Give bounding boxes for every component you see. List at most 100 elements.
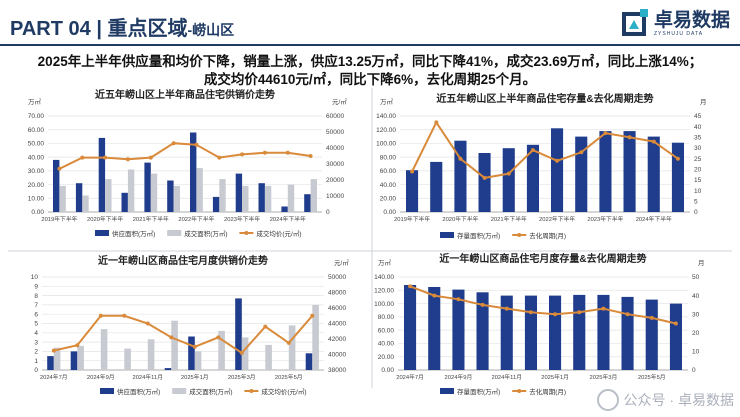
brand-logo: 卓易数据 ZYSHUJU DATA [620, 6, 730, 42]
chart1-bar-secondary [150, 173, 158, 212]
chart2-line-point [603, 131, 608, 136]
chart2-bar-primary [575, 136, 588, 212]
chart4-line-point [456, 297, 461, 302]
chart1-line-point [57, 166, 62, 171]
chart3-bar-primary [188, 336, 195, 370]
chart3-legend-swatch-dot [249, 389, 254, 393]
chart3-line-point [169, 335, 174, 340]
chart2-ytick-left: 100.00 [376, 141, 396, 148]
chart4-ytick-left: 40.00 [378, 341, 395, 348]
chart4-xtick: 2025年5月 [638, 373, 666, 381]
chart1-legend-swatch [167, 230, 182, 236]
chart2-bar-primary [599, 131, 612, 212]
chart3-legend-label: 成交均价(元/㎡) [261, 387, 306, 396]
chart4-ytick-left: 120.00 [374, 287, 394, 294]
chart2-ytick-right: 15 [694, 177, 702, 184]
chart3-ytick-right: 38000 [328, 367, 346, 374]
chart3-bar-secondary [147, 339, 155, 370]
chart1-line-point [148, 155, 153, 160]
chart2-xtick: 2024年下半年 [636, 215, 672, 223]
chart2-bar-primary [502, 148, 515, 212]
chart3-xtick: 2025年1月 [181, 373, 209, 381]
summary-line-2: 成交均价44610元/㎡，同比下降6%，去化周期25个月。 [203, 72, 537, 87]
chart1-xtick: 2019年下半年 [41, 215, 77, 223]
chart3-line-point [98, 313, 103, 318]
chart4-bar-primary [597, 294, 610, 370]
chart3-ytick-left: 5 [34, 321, 38, 328]
chart2-title: 近五年崂山区上半年商品住宅存量&去化周期走势 [436, 92, 653, 105]
chart2-bar-primary [623, 131, 636, 212]
chart4-ytick-left: 60.00 [378, 327, 395, 334]
chart1-ylabel-right: 元/㎡ [332, 97, 347, 106]
chart2-bar-primary [406, 170, 419, 212]
chart4-ytick-left: 0.00 [381, 367, 394, 374]
chart1-ytick-left: 20.00 [28, 182, 45, 189]
chart2-line-point [458, 156, 463, 161]
chart2-ytick-right: 40 [694, 124, 702, 131]
chart3-bar-secondary [77, 345, 84, 370]
chart2-line-point [482, 175, 487, 180]
chart3-bar-primary [47, 356, 54, 370]
logo-subtitle: ZYSHUJU DATA [653, 31, 704, 37]
chart1-bar-secondary [287, 184, 295, 212]
chart1-xtick: 2024年下半年 [270, 215, 306, 223]
chart4-bar-primary [500, 295, 513, 370]
chart1-line-point [240, 152, 245, 157]
chart3-xtick: 2025年3月 [228, 373, 256, 381]
chart3-xtick: 2024年9月 [87, 373, 115, 381]
summary-line-1: 2025年上半年供应量和均价下降，销量上涨，供应13.25万㎡，同比下降41%，… [37, 54, 703, 69]
chart4-ylabel-left: 万㎡ [378, 258, 392, 267]
chart3-bar-secondary [53, 347, 61, 370]
chart2-legend-label: 去化周期(月) [529, 231, 566, 240]
chart2-line-point [530, 148, 535, 153]
chart4-line-point [408, 284, 413, 289]
chart4-legend-label: 存量面积(万㎡) [457, 387, 500, 396]
chart2-ytick-right: 5 [694, 199, 698, 206]
chart3-xtick: 2024年7月 [40, 373, 68, 381]
chart4-bar-primary [428, 287, 441, 370]
chart2-bar-primary [671, 142, 684, 212]
header: PART 04 | 重点区域-崂山区 卓易数据 ZYSHUJU DATA [0, 0, 740, 48]
chart3-line-point [310, 313, 315, 318]
chart3-line-point [51, 348, 56, 353]
chart2-xtick: 2020年下半年 [442, 215, 478, 223]
chart4-line [409, 285, 677, 325]
chart3-ylabel-right: 元/㎡ [334, 258, 349, 267]
chart3-bar-primary [70, 351, 78, 370]
chart2-line-point [651, 139, 656, 144]
chart1-bar-primary [167, 180, 174, 212]
chart1-ytick-right: 60000 [326, 113, 344, 120]
chart3-legend-swatch [172, 388, 187, 394]
chart3-ytick-left: 4 [34, 330, 38, 337]
chart3-line-point [192, 344, 197, 349]
region-subtitle: -崂山区 [187, 22, 235, 38]
chart3-title: 近一年崂山区商品住宅月度供销价走势 [98, 254, 268, 267]
chart3-ytick-left: 6 [34, 311, 38, 318]
chart4-ytick-right: 50 [692, 274, 700, 281]
chart3-line-point [263, 324, 268, 329]
chart4-bar-primary [645, 299, 658, 370]
chart1-legend-label: 供应面积(万㎡) [112, 229, 155, 238]
chart2-xtick: 2021年下半年 [491, 215, 527, 223]
chart4-legend-swatch [440, 388, 454, 394]
chart1-legend-label: 成交面积(万㎡) [184, 229, 227, 238]
chart4-line-point [625, 312, 630, 317]
chart3-legend-swatch [100, 388, 114, 394]
chart4-line-point [673, 321, 678, 326]
chart4-legend-label: 去化周期(月) [529, 387, 566, 396]
chart4-ytick-right: 10 [692, 349, 700, 356]
chart3-bar-secondary [124, 348, 131, 370]
chart1-bar-secondary [59, 185, 66, 212]
chart1-ytick-right: 10000 [326, 193, 344, 200]
chart4-title: 近一年崂山区商品住宅月度存量&去化周期走势 [439, 252, 646, 265]
chart1-ytick-right: 0 [326, 209, 330, 216]
chart3-bar-primary [235, 298, 242, 370]
chart1-line-point [285, 150, 290, 155]
chart4-bar-primary [549, 295, 562, 370]
chart3-ytick-right: 42000 [328, 336, 346, 343]
chart4-line-point [432, 293, 437, 298]
chart1-bar-secondary [242, 185, 249, 212]
chart2-line-point [410, 169, 415, 174]
chart1-legend-label: 成交均价(元/㎡) [256, 229, 301, 238]
chart4-legend-swatch-dot [517, 389, 522, 393]
